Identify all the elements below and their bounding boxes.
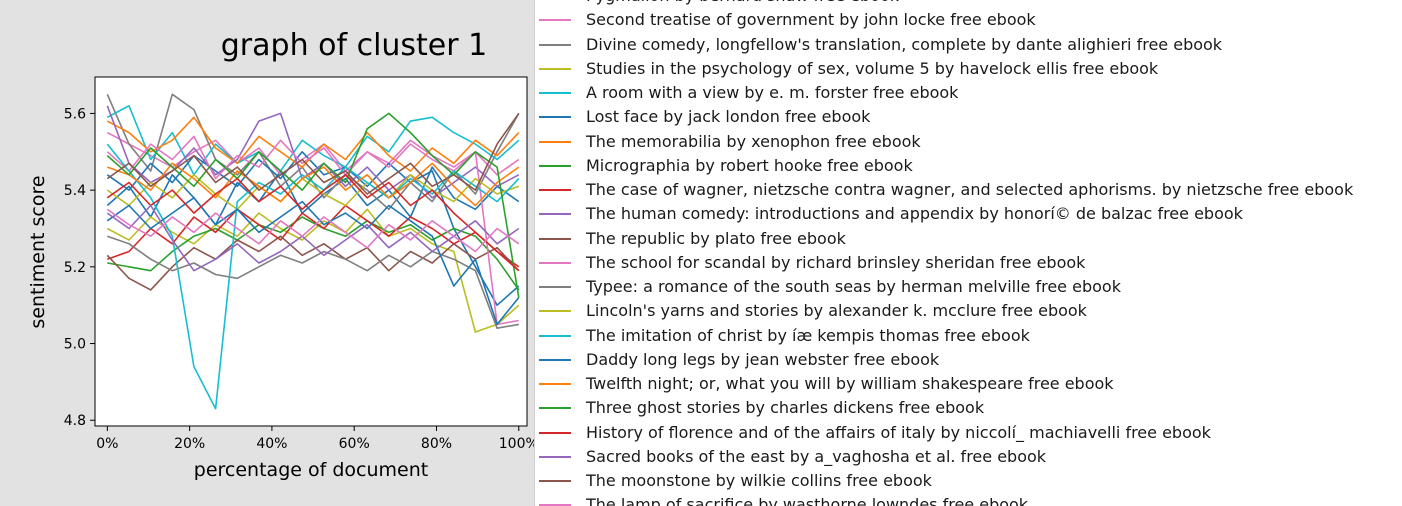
legend-swatch	[539, 262, 571, 264]
legend-swatch	[539, 456, 571, 458]
legend-item: The human comedy: introductions and appe…	[535, 202, 1402, 226]
legend-label: The republic by plato free ebook	[586, 230, 846, 248]
legend-item: History of florence and of the affairs o…	[535, 421, 1402, 445]
legend-swatch	[539, 116, 571, 118]
legend-label: The human comedy: introductions and appe…	[586, 205, 1243, 223]
legend-swatch	[539, 286, 571, 288]
legend-item: Lost face by jack london free ebook	[535, 105, 1402, 129]
legend-swatch	[539, 165, 571, 167]
legend-item: The memorabilia by xenophon free ebook	[535, 130, 1402, 154]
legend-label: The school for scandal by richard brinsl…	[586, 254, 1085, 272]
chart-title: graph of cluster 1	[221, 28, 487, 63]
legend-item: The case of wagner, nietzsche contra wag…	[535, 178, 1402, 202]
legend-label: Pygmalion by bernard shaw free ebook	[586, 0, 899, 5]
legend-label: The moonstone by wilkie collins free ebo…	[586, 472, 932, 490]
legend-label: History of florence and of the affairs o…	[586, 424, 1211, 442]
legend-label: Sacred books of the east by a_vaghosha …	[586, 448, 1046, 466]
x-axis-label: percentage of document	[194, 459, 428, 481]
legend-label: The imitation of christ by íæ kempis tho…	[586, 327, 1030, 345]
legend-item: A room with a view by e. m. forster free…	[535, 81, 1402, 105]
legend-item: The imitation of christ by íæ kempis tho…	[535, 324, 1402, 348]
legend-item: Second treatise of government by john lo…	[535, 8, 1402, 32]
legend-label: The memorabilia by xenophon free ebook	[586, 133, 921, 151]
legend-item: Sacred books of the east by a_vaghosha …	[535, 445, 1402, 469]
legend-item: The lamp of sacrifice by wasthorne lownd…	[535, 493, 1402, 506]
x-tick-label: 100%	[499, 436, 534, 452]
legend-label: Micrographia by robert hooke free ebook	[586, 157, 913, 175]
legend-swatch	[539, 359, 571, 361]
legend-item: Daddy long legs by jean webster free ebo…	[535, 348, 1402, 372]
legend-item: Lincoln's yarns and stories by alexander…	[535, 299, 1402, 323]
x-tick-label: 60%	[339, 436, 370, 452]
legend-label: Studies in the psychology of sex, volume…	[586, 60, 1158, 78]
legend-item: Typee: a romance of the south seas by he…	[535, 275, 1402, 299]
legend-label: Typee: a romance of the south seas by he…	[586, 278, 1121, 296]
legend-label: Divine comedy, longfellow's translation,…	[586, 36, 1222, 54]
legend-item: Studies in the psychology of sex, volume…	[535, 57, 1402, 81]
legend-swatch	[539, 407, 571, 409]
legend-item: Twelfth night; or, what you will by will…	[535, 372, 1402, 396]
legend-label: Lincoln's yarns and stories by alexander…	[586, 302, 1087, 320]
y-tick-label: 5.6	[64, 106, 86, 122]
legend-item: Three ghost stories by charles dickens f…	[535, 396, 1402, 420]
y-tick-label: 5.0	[64, 337, 86, 353]
x-axis: 0% 20% 40% 60% 80% 100%	[96, 426, 534, 452]
legend: Pygmalion by bernard shaw free ebook Seco…	[535, 0, 1402, 506]
legend-label: Twelfth night; or, what you will by will…	[586, 375, 1114, 393]
legend-label: A room with a view by e. m. forster free…	[586, 84, 958, 102]
legend-swatch	[539, 189, 571, 191]
legend-swatch	[539, 141, 571, 143]
legend-swatch	[539, 213, 571, 215]
legend-label: Lost face by jack london free ebook	[586, 108, 870, 126]
y-axis: 4.8 5.0 5.2 5.4 5.6	[64, 106, 95, 429]
y-axis-label: sentiment score	[27, 175, 49, 328]
legend-label: The case of wagner, nietzsche contra wag…	[586, 181, 1353, 199]
legend-swatch	[539, 432, 571, 434]
legend-label: The lamp of sacrifice by wasthorne lownd…	[586, 496, 1028, 506]
legend-item: Micrographia by robert hooke free ebook	[535, 154, 1402, 178]
legend-label: Second treatise of government by john lo…	[586, 11, 1036, 29]
legend-label: Daddy long legs by jean webster free ebo…	[586, 351, 939, 369]
legend-item: Divine comedy, longfellow's translation,…	[535, 33, 1402, 57]
x-tick-label: 80%	[421, 436, 452, 452]
legend-swatch	[539, 310, 571, 312]
x-tick-label: 0%	[96, 436, 118, 452]
chart: graph of cluster 1 0% 20% 40% 60% 80% 100% 4.…	[0, 0, 534, 506]
y-tick-label: 5.4	[64, 183, 86, 199]
legend-item: The republic by plato free ebook	[535, 227, 1402, 251]
legend-swatch	[539, 19, 571, 21]
x-tick-label: 20%	[174, 436, 205, 452]
legend-swatch	[539, 44, 571, 46]
y-tick-label: 4.8	[64, 413, 86, 429]
legend-swatch	[539, 238, 571, 240]
legend-item: The moonstone by wilkie collins free ebo…	[535, 469, 1402, 493]
legend-swatch	[539, 68, 571, 70]
legend-item: Pygmalion by bernard shaw free ebook	[535, 0, 1402, 8]
legend-item: The school for scandal by richard brinsl…	[535, 251, 1402, 275]
legend-swatch	[539, 335, 571, 337]
legend-swatch	[539, 480, 571, 482]
legend-swatch	[539, 92, 571, 94]
x-tick-label: 40%	[256, 436, 287, 452]
legend-swatch	[539, 383, 571, 385]
legend-label: Three ghost stories by charles dickens f…	[586, 399, 984, 417]
y-tick-label: 5.2	[64, 260, 86, 276]
